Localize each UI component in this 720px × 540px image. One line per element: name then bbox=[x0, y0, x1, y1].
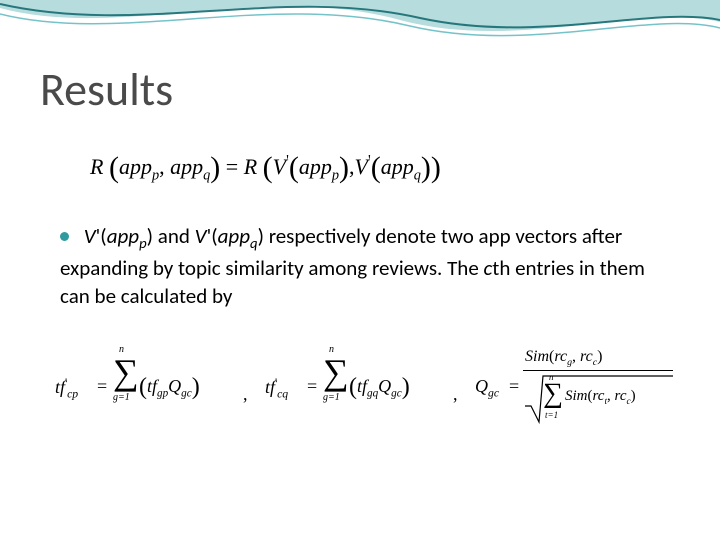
sigma-icon: ∑ bbox=[543, 380, 563, 408]
equation-main: R (appp, appq) = R (V'(appp),V'(appq)) bbox=[90, 148, 650, 184]
bullet-text: V'(appp) and V'(appq) respectively denot… bbox=[60, 223, 645, 309]
eq-r2: R bbox=[244, 154, 257, 179]
wave-decoration bbox=[0, 0, 720, 60]
sigma-icon: ∑ bbox=[323, 354, 349, 390]
eq-r1: R bbox=[90, 154, 103, 179]
slide: Results R (appp, appq) = R (V'(appp),V'(… bbox=[0, 0, 720, 540]
bullet-dot-icon bbox=[60, 232, 69, 241]
slide-title: Results bbox=[40, 62, 173, 118]
fraction-line bbox=[523, 370, 673, 371]
bullet-item: V'(appp) and V'(appq) respectively denot… bbox=[60, 222, 660, 311]
sigma-icon: ∑ bbox=[113, 354, 139, 390]
formula-row: tf'cp = ∑ n g=1 (tfgpQgc) , tf'cq = ∑ n … bbox=[55, 340, 675, 450]
